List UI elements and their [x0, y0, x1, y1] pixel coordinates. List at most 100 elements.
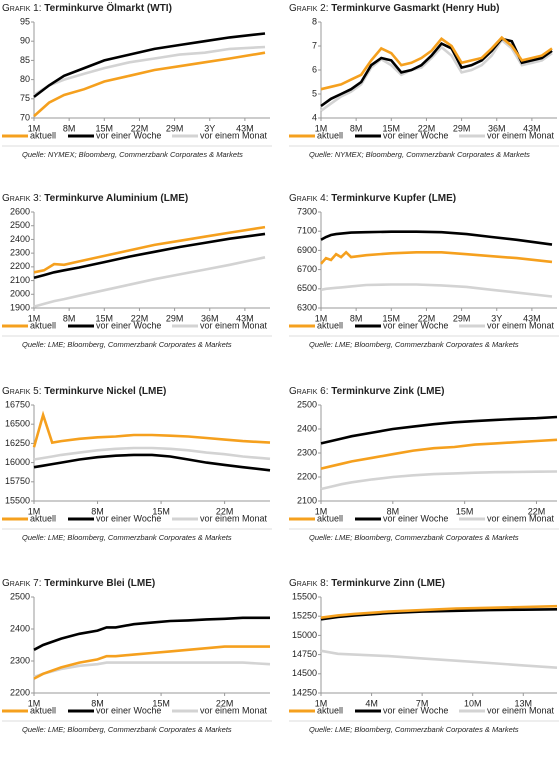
y-tick-label: 6500 — [297, 283, 317, 293]
x-tick-label: 22M — [131, 123, 149, 133]
legend-label: vor einem Monat — [200, 130, 268, 140]
series-line — [33, 453, 271, 472]
x-tick-label: 8M — [350, 313, 363, 323]
chart-title-text: Terminkurve Ölmarkt (WTI) — [44, 1, 172, 14]
chart-title: Grafik 2: Terminkurve Gasmarkt (Henry Hu… — [289, 3, 500, 14]
series-line — [33, 616, 270, 651]
y-tick-label: 2400 — [10, 623, 30, 633]
x-tick-label: 8M — [63, 123, 76, 133]
series-line — [33, 32, 266, 98]
x-tick-label: 22M — [418, 123, 436, 133]
legend-label: aktuell — [317, 705, 343, 715]
source-note: Quelle: LME; Bloomberg, Commerzbank Corp… — [309, 340, 519, 349]
x-tick-label: 43M — [523, 313, 541, 323]
x-tick-label: 15M — [96, 313, 114, 323]
chart-panel: Grafik 1: Terminkurve Ölmarkt (WTI) 70 75 8… — [2, 1, 272, 159]
y-tick-label: 2500 — [10, 220, 30, 230]
legend-label: vor einer Woche — [383, 130, 448, 140]
x-tick-label: 1M — [28, 698, 41, 708]
legend-label: aktuell — [317, 513, 343, 523]
source-note: Quelle: NYMEX; Bloomberg, Commerzbank Co… — [22, 150, 243, 159]
chart-title-text: Terminkurve Nickel (LME) — [44, 386, 166, 397]
legend-label: vor einer Woche — [96, 513, 161, 523]
y-tick-label: 2100 — [10, 275, 30, 285]
legend-label: vor einem Monat — [487, 320, 555, 330]
x-tick-label: 1M — [315, 698, 328, 708]
x-tick-label: 29M — [453, 123, 471, 133]
y-tick-label: 16750 — [5, 399, 30, 409]
chart-title: Grafik 7: Terminkurve Blei (LME) — [2, 578, 155, 589]
x-tick-label: 1M — [315, 506, 328, 516]
legend-label: aktuell — [30, 130, 56, 140]
chart-title: Grafik 5: Terminkurve Nickel (LME) — [2, 386, 166, 397]
legend-label: aktuell — [30, 320, 56, 330]
chart-label: Grafik 8: — [289, 578, 329, 589]
y-tick-label: 2200 — [297, 471, 317, 481]
x-tick-label: 43M — [236, 123, 254, 133]
series-line — [320, 35, 553, 91]
chart-title-text: Terminkurve Blei (LME) — [44, 578, 155, 589]
x-tick-label: 43M — [523, 123, 541, 133]
y-tick-label: 2600 — [10, 206, 30, 216]
y-tick-label: 90 — [20, 36, 30, 46]
y-tick-label: 2000 — [10, 289, 30, 299]
y-tick-label: 15750 — [5, 476, 30, 486]
chart-label: Grafik 3: — [2, 193, 42, 204]
x-tick-label: 15M — [152, 698, 170, 708]
x-tick-label: 29M — [166, 313, 184, 323]
x-tick-label: 10M — [464, 698, 482, 708]
chart-label: Grafik 7: — [2, 578, 42, 589]
legend-label: vor einer Woche — [96, 130, 161, 140]
y-tick-label: 2500 — [10, 591, 30, 601]
legend-label: vor einem Monat — [487, 130, 555, 140]
y-tick-label: 4 — [312, 112, 317, 122]
chart-panel: Grafik 2: Terminkurve Gasmarkt (Henry Hu… — [289, 3, 559, 159]
legend-label: aktuell — [317, 320, 343, 330]
source-note: Quelle: NYMEX; Bloomberg, Commerzbank Co… — [309, 150, 530, 159]
y-tick-label: 95 — [20, 16, 30, 26]
x-tick-label: 8M — [91, 698, 104, 708]
series-line — [320, 649, 558, 669]
y-tick-label: 1900 — [10, 302, 30, 312]
x-tick-label: 13M — [515, 698, 533, 708]
y-tick-label: 2500 — [297, 399, 317, 409]
x-tick-label: 8M — [387, 506, 400, 516]
series-line — [320, 415, 558, 445]
x-tick-label: 1M — [315, 313, 328, 323]
chart-title-text: Terminkurve Gasmarkt (Henry Hub) — [331, 3, 499, 14]
series-line — [33, 225, 266, 274]
x-tick-label: 3Y — [204, 123, 215, 133]
chart-title-text: Terminkurve Kupfer (LME) — [331, 193, 456, 204]
chart-label: Grafik 1: — [2, 3, 42, 14]
series-line — [320, 230, 553, 246]
y-tick-label: 5 — [312, 88, 317, 98]
y-tick-label: 15500 — [5, 495, 30, 505]
chart-label: Grafik 5: — [2, 386, 42, 397]
series-line — [320, 37, 553, 108]
y-tick-label: 6 — [312, 64, 317, 74]
x-tick-label: 36M — [488, 123, 506, 133]
series-line — [320, 250, 553, 265]
x-tick-label: 15M — [383, 123, 401, 133]
x-tick-label: 22M — [528, 506, 546, 516]
chart-panel: Grafik 3: Terminkurve Aluminium (LME) 190… — [2, 193, 272, 349]
y-tick-label: 7300 — [297, 206, 317, 216]
source-note: Quelle: LME; Bloomberg, Commerzbank Corp… — [22, 533, 232, 542]
series-line — [320, 438, 558, 470]
y-tick-label: 7100 — [297, 226, 317, 236]
x-tick-label: 1M — [28, 506, 41, 516]
y-tick-label: 2300 — [10, 248, 30, 258]
series-line — [33, 446, 271, 461]
chart-label: Grafik 4: — [289, 193, 329, 204]
source-note: Quelle: LME; Bloomberg, Commerzbank Corp… — [309, 533, 519, 542]
y-tick-label: 7 — [312, 40, 317, 50]
chart-title-text: Terminkurve Zinn (LME) — [331, 578, 445, 589]
y-tick-label: 14750 — [292, 649, 317, 659]
y-tick-label: 2300 — [297, 447, 317, 457]
chart-label: Grafik 6: — [289, 386, 329, 397]
chart-label: Grafik 2: — [289, 3, 329, 14]
source-note: Quelle: LME; Bloomberg, Commerzbank Corp… — [309, 725, 519, 734]
legend-label: vor einem Monat — [200, 513, 268, 523]
x-tick-label: 15M — [456, 506, 474, 516]
